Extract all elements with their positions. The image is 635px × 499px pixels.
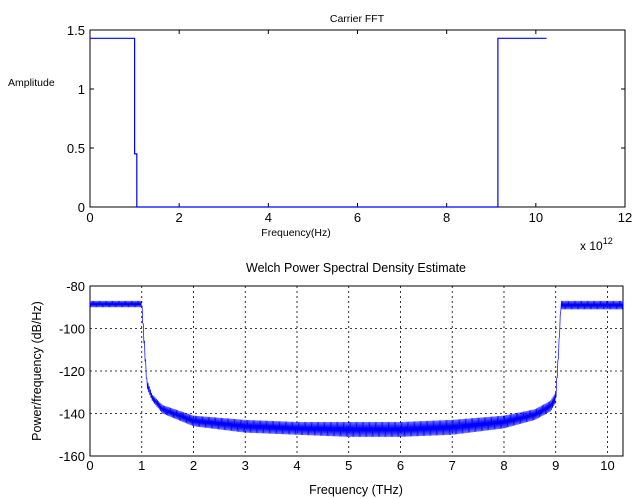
welch-psd-title: Welch Power Spectral Density Estimate	[246, 261, 466, 275]
x-tick-label: 10	[600, 458, 614, 473]
welch-psd-series	[89, 300, 624, 437]
carrier-fft-x-multiplier: x 1012	[580, 236, 613, 253]
x-multiplier-base: x 10	[580, 239, 603, 253]
y-tick-label: -100	[59, 322, 85, 337]
x-tick-label: 12	[618, 210, 632, 225]
x-tick-label: 5	[345, 458, 352, 473]
carrier-fft-line	[90, 37, 547, 208]
welch-psd-ylabel: Power/frequency (dB/Hz)	[30, 301, 44, 441]
welch-psd-plot: 0 1 2 3 4 5 6 7 8 9 10 -160 -140 -120 -100 -80 Welch Po…	[30, 261, 624, 497]
x-tick-label: 8	[443, 210, 450, 225]
carrier-fft-axes-frame	[89, 29, 626, 208]
x-multiplier-exponent: 12	[603, 236, 613, 246]
welch-psd-line	[89, 300, 624, 437]
y-tick-label: -80	[66, 279, 85, 294]
y-tick-label: 1	[78, 82, 85, 97]
x-tick-label: 6	[397, 458, 404, 473]
x-tick-label: 1	[138, 458, 145, 473]
carrier-fft-series	[90, 37, 547, 208]
y-tick-label: 0	[78, 200, 85, 215]
x-tick-label: 6	[354, 210, 361, 225]
x-tick-label: 4	[265, 210, 272, 225]
x-tick-label: 0	[86, 210, 93, 225]
x-tick-label: 2	[190, 458, 197, 473]
welch-psd-xlabel: Frequency (THz)	[309, 483, 403, 497]
x-tick-label: 8	[500, 458, 507, 473]
carrier-fft-ylabel: Amplitude	[8, 77, 55, 89]
x-tick-label: 3	[242, 458, 249, 473]
x-tick-label: 2	[176, 210, 183, 225]
carrier-fft-ticks: 0 2 4 6 8 10 12 0 0.5 1 1.5	[67, 23, 632, 225]
carrier-fft-xlabel: Frequency(Hz)	[261, 227, 330, 239]
y-tick-label: -120	[59, 364, 85, 379]
welch-psd-ticks: 0 1 2 3 4 5 6 7 8 9 10 -160 -140 -120 -100 -80	[59, 279, 615, 473]
x-tick-label: 10	[529, 210, 543, 225]
y-tick-label: 1.5	[67, 23, 85, 38]
y-tick-label: -160	[59, 449, 85, 464]
x-tick-label: 0	[86, 458, 93, 473]
y-tick-label: 0.5	[67, 141, 85, 156]
x-tick-label: 4	[293, 458, 300, 473]
x-tick-label: 9	[552, 458, 559, 473]
carrier-fft-title: Carrier FFT	[330, 13, 385, 25]
x-tick-label: 7	[449, 458, 456, 473]
y-tick-label: -140	[59, 407, 85, 422]
